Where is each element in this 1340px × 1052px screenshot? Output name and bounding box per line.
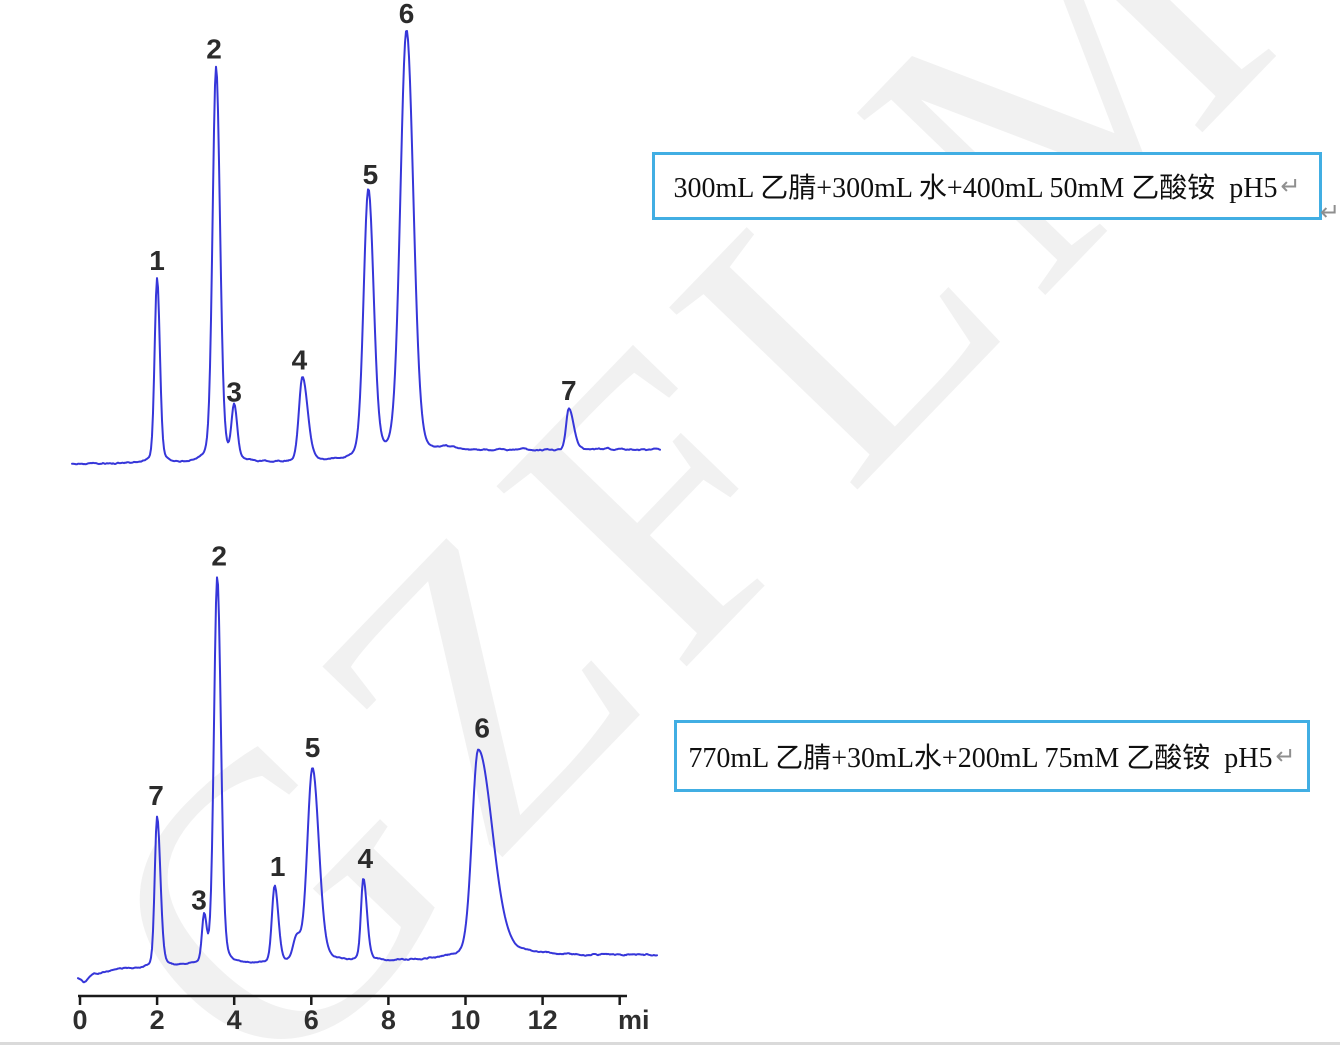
peak-label-5: 5 xyxy=(363,159,379,190)
peak-label-1: 1 xyxy=(149,245,165,276)
annotation-text: 770mL 乙腈+30mL水+200mL 75mM 乙酸铵 pH5 xyxy=(688,743,1273,774)
axis-tick-label-8: 8 xyxy=(381,1005,396,1035)
return-mark-icon: ↵ xyxy=(1280,172,1301,200)
peak-label-5: 5 xyxy=(305,732,321,763)
peak-label-2: 2 xyxy=(211,541,227,572)
peak-label-1: 1 xyxy=(270,851,286,882)
paragraph-return-mark-icon: ↵ xyxy=(1320,198,1340,226)
peak-label-2: 2 xyxy=(206,34,222,65)
axis-tick-label-10: 10 xyxy=(450,1005,480,1035)
peak-label-4: 4 xyxy=(358,843,374,874)
peak-label-6: 6 xyxy=(474,713,490,744)
peak-label-3: 3 xyxy=(191,885,207,916)
peak-label-6: 6 xyxy=(399,0,415,29)
axis-unit-label: mi xyxy=(618,1005,650,1035)
peak-label-7: 7 xyxy=(148,780,164,811)
mobile-phase-annotation-box-2: 770mL 乙腈+30mL水+200mL 75mM 乙酸铵 pH5 ↵ xyxy=(674,720,1310,792)
axis-tick-label-12: 12 xyxy=(528,1005,558,1035)
axis-tick-label-6: 6 xyxy=(304,1005,319,1035)
annotation-text: 300mL 乙腈+300mL 水+400mL 50mM 乙酸铵 pH5 xyxy=(673,173,1278,204)
chromatogram-top-trace xyxy=(71,30,661,466)
mobile-phase-annotation-box-1: 300mL 乙腈+300mL 水+400mL 50mM 乙酸铵 pH5 ↵ xyxy=(652,152,1322,220)
peak-label-3: 3 xyxy=(226,377,242,408)
axis-tick-label-0: 0 xyxy=(72,1005,87,1035)
peak-label-4: 4 xyxy=(292,344,308,375)
axis-tick-label-4: 4 xyxy=(227,1005,242,1035)
chromatogram-bottom-trace xyxy=(77,576,658,984)
axis-tick-label-2: 2 xyxy=(150,1005,165,1035)
peak-label-7: 7 xyxy=(561,375,577,406)
return-mark-icon: ↵ xyxy=(1275,742,1296,770)
page-bottom-rule xyxy=(0,1042,1340,1045)
